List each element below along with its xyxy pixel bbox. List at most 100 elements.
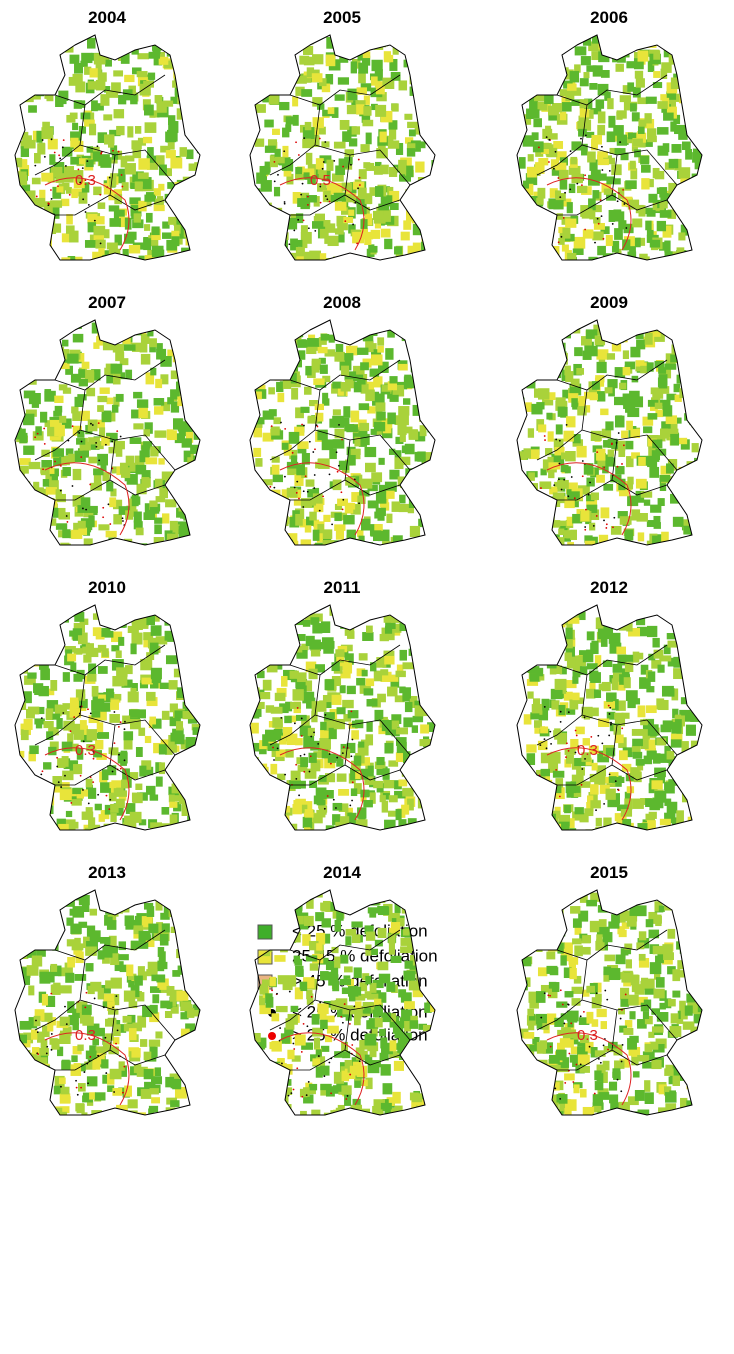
patch [582,350,592,360]
patch [103,258,113,260]
patch [24,190,36,201]
plot-point [97,793,100,796]
patch [566,202,573,214]
patch [61,756,69,767]
plot-point [623,203,626,205]
patch [638,457,646,466]
patch [122,89,133,101]
patch [685,148,692,160]
patch [583,463,594,475]
patch [111,404,119,413]
patch [415,353,428,365]
patch [82,1016,94,1026]
patch [257,230,270,241]
patch [606,353,616,360]
patch [37,706,45,715]
patch [611,240,620,253]
patch [589,159,598,171]
patch [293,955,301,964]
patch [110,953,120,966]
plot-point [295,491,298,494]
patch [58,823,69,830]
patch [701,789,702,801]
patch [328,39,335,47]
patch [401,456,411,466]
patch [113,327,121,339]
patch [33,1015,41,1027]
patch [334,94,345,101]
patch [55,95,64,107]
patch [192,809,200,820]
patch [416,655,426,665]
patch [174,57,184,69]
patch [547,623,558,632]
patch [197,513,200,526]
patch [32,358,44,370]
plot-point [293,722,296,725]
patch [155,636,168,645]
patch [272,474,284,483]
patch [374,998,382,1007]
patch [543,253,554,260]
patch [626,619,633,632]
patch [65,448,74,456]
patch [320,728,331,740]
patch [530,207,541,217]
patch [614,228,623,240]
patch [380,164,389,175]
patch [67,957,76,968]
panel-title: 2007 [88,293,126,312]
patch [651,450,660,462]
patch [158,762,166,775]
patch [48,480,59,490]
patch [120,156,128,168]
patch [33,87,41,100]
patch [656,220,667,232]
patch [565,218,577,228]
patch [91,100,98,112]
patch [315,787,327,800]
patch [659,201,668,209]
plot-point [619,141,622,144]
patch [34,152,41,164]
patch [128,980,135,988]
plot-point [79,181,82,184]
patch [396,255,406,260]
patch [600,408,609,416]
patch [87,222,97,233]
patch [381,37,389,47]
patch [364,925,374,935]
plot-point [91,424,94,426]
patch [389,58,398,71]
patch [304,768,317,779]
patch [38,526,48,535]
patch [295,645,303,653]
patch [659,479,667,492]
patch [431,330,435,339]
patch [695,642,702,651]
patch [30,1029,38,1040]
patch [408,695,418,708]
plot-point [558,795,561,798]
patch [47,537,56,545]
patch [408,129,416,137]
plot-point [342,746,345,749]
patch [157,978,169,988]
patch [387,686,398,697]
patch [569,383,582,396]
patch [416,53,426,65]
patch [52,614,59,622]
patch [422,452,435,463]
patch [29,1081,40,1091]
patch [364,446,377,458]
patch [109,334,117,344]
patch [648,193,658,203]
patch [48,932,60,940]
patch [145,766,154,776]
plot-point [600,215,603,217]
patch [272,128,280,135]
patch [199,942,200,954]
plot-point [50,189,52,191]
patch [40,61,47,69]
patch [281,329,294,340]
